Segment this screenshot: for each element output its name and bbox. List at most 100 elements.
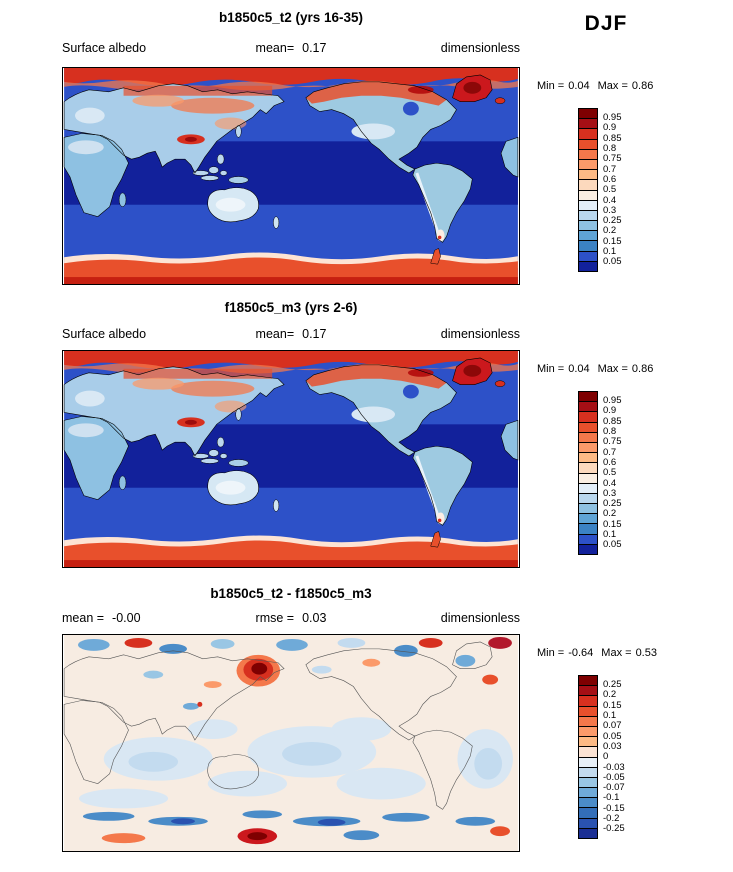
colorbar-tick-label: 0.95 [603,395,622,406]
colorbar-tick-label: 0.75 [603,436,622,448]
colorbar-tick-label: 0.6 [603,456,617,468]
difference-map-graphic [63,635,518,851]
colorbar-tick-label: 0.7 [603,446,617,458]
panel2-colorbar [578,391,598,555]
colorbar-tick-label: 0.9 [603,405,617,417]
colorbar-tick-label: -0.25 [603,823,625,835]
colorbar-tick-label: 0.2 [603,225,617,237]
panel1-info-row: Surface albedo mean= 0.17 dimensionless [62,41,520,55]
colorbar-tick-label: 0.85 [603,415,622,427]
panel1-colorbar [578,108,598,272]
panel1-title: b1850c5_t2 (yrs 16-35) [218,10,364,25]
panel3-mean: mean = -0.00 [62,611,215,625]
mean-label: mean= [255,327,295,341]
panel2-mean: mean= 0.17 [215,327,368,341]
panel2-info-row: Surface albedo mean= 0.17 dimensionless [62,327,520,341]
panel3-colorbar [578,675,598,839]
albedo-map-graphic [63,68,519,284]
colorbar-tick-label: 0.4 [603,194,617,206]
world-map-difference [63,635,518,851]
panel1-variable-label: Surface albedo [62,41,147,55]
colorbar-tick-label: 0.25 [603,679,622,690]
colorbar-tick-label: 0.15 [603,235,622,247]
panel1-units-label: dimensionless [440,41,521,55]
max-value: 0.86 [631,363,654,375]
max-label: Max = [601,647,632,659]
min-label: Min = [537,80,565,92]
panel1-mean: mean= 0.17 [215,41,368,55]
min-value: 0.04 [568,80,590,92]
colorbar-tick-label: 0.07 [603,720,622,732]
colorbar-tick-label: 0.7 [603,163,617,175]
colorbar-tick-label: 0.9 [603,122,617,134]
colorbar-tick-label: 0.1 [603,709,617,721]
colorbar-tick-label: 0.03 [603,740,622,752]
colorbar-tick-label: 0.25 [603,498,622,510]
colorbar-tick-label: 0.05 [603,256,622,268]
panel3-minmax: Min = -0.64 Max = 0.53 [537,647,665,659]
min-label: Min = [537,647,565,659]
colorbar-tick-label: 0.3 [603,487,617,499]
colorbar-color-box [578,543,598,555]
colorbar-tick-label: 0.1 [603,529,617,541]
panel2-minmax: Min = 0.04 Max = 0.86 [537,363,661,375]
colorbar-tick-label: 0.25 [603,215,622,227]
panel2-variable-label: Surface albedo [62,327,147,341]
colorbar-color-box [578,260,598,272]
panel1-colorbar-labels: 0.95 0.9 0.85 0.8 0.75 0.7 0.6 0.5 0.4 0.3 0.25 0.2… [603,113,645,267]
colorbar-tick-label: 0.15 [603,518,622,530]
colorbar-tick-label: 0.2 [603,508,617,520]
world-map-albedo-1 [63,68,519,284]
colorbar-tick-label: -0.1 [603,792,620,804]
max-value: 0.53 [635,647,657,659]
colorbar-tick-label: 0.5 [603,184,617,196]
mean-value: 0.17 [302,41,327,55]
mean-value: -0.00 [112,611,141,625]
colorbar-tick-label: 0.75 [603,153,622,165]
colorbar-tick-label: 0.5 [603,467,617,479]
panel3-colorbar-labels: 0.25 0.2 0.15 0.1 0.07 0.05 0.03 0 -0.03 -0.05 -0.… [603,680,645,834]
world-map-albedo-2 [63,351,519,567]
colorbar-tick-label: 0.4 [603,477,617,489]
panel1-minmax: Min = 0.04 Max = 0.86 [537,80,661,92]
colorbar-tick-label: 0.8 [603,425,617,437]
panel2-map [62,350,520,568]
panel3-info-row: mean = -0.00 rmse = 0.03 dimensionless [62,611,520,625]
colorbar-tick-label: -0.15 [603,802,625,814]
max-value: 0.86 [631,80,654,92]
colorbar-tick-label: 0.05 [603,730,622,742]
mean-label: mean= [255,41,295,55]
panel3-units-label: dimensionless [440,611,521,625]
panel2-colorbar-labels: 0.95 0.9 0.85 0.8 0.75 0.7 0.6 0.5 0.4 0.3 0.25 0.2… [603,396,645,550]
colorbar-tick-label: 0.15 [603,699,622,711]
colorbar-tick-label: 0.6 [603,173,617,185]
min-label: Min = [537,363,565,375]
panel2-title: f1850c5_m3 (yrs 2-6) [224,300,358,315]
colorbar-tick-label: 0.3 [603,204,617,216]
panel2-units-label: dimensionless [440,327,521,341]
mean-label: mean = [62,611,105,625]
panel1-map [62,67,520,285]
min-value: 0.04 [568,363,590,375]
min-value: -0.64 [568,647,594,659]
colorbar-tick-label: -0.05 [603,771,625,783]
colorbar-tick-label: -0.07 [603,782,625,794]
panel3-map [62,634,520,852]
panel3-rmse: rmse = 0.03 [215,611,368,625]
colorbar-tick-label: 0 [603,751,609,763]
colorbar-tick-label: 0.8 [603,142,617,154]
colorbar-tick-label: 0.95 [603,112,622,123]
season-label: DJF [584,12,628,35]
panel3-title: b1850c5_t2 - f1850c5_m3 [210,586,372,601]
max-label: Max = [597,80,628,92]
colorbar-tick-label: 0.05 [603,539,622,551]
max-label: Max = [597,363,628,375]
mean-value: 0.17 [302,327,327,341]
rmse-label: rmse = [255,611,295,625]
colorbar-tick-label: -0.2 [603,813,620,825]
colorbar-color-box [578,827,598,839]
colorbar-tick-label: -0.03 [603,761,625,773]
colorbar-tick-label: 0.1 [603,246,617,258]
colorbar-tick-label: 0.2 [603,689,617,701]
